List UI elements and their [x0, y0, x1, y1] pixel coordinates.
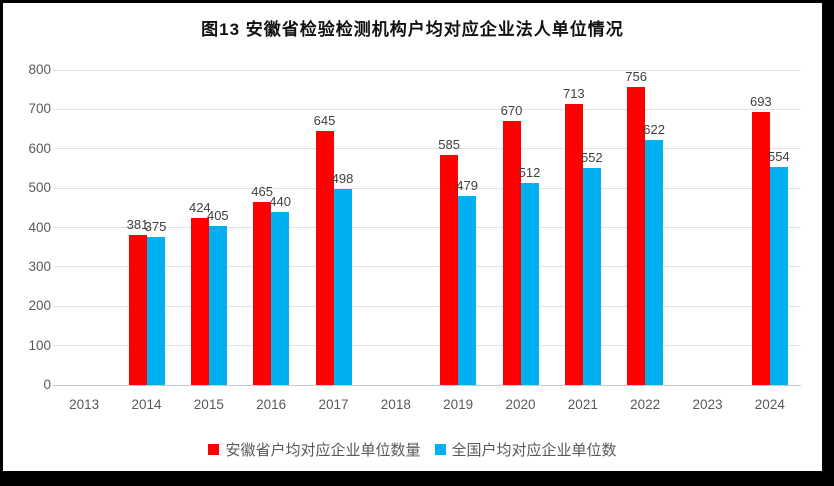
chart-title: 图13 安徽省检验检测机构户均对应企业法人单位情况 [201, 20, 624, 39]
bar-national-2022 [645, 140, 664, 385]
chart-canvas: 图13 安徽省检验检测机构户均对应企业法人单位情况 0 100 200 300 400 5… [3, 3, 822, 471]
bar-anhui-2020 [502, 121, 521, 385]
y-tick-label: 0 [43, 377, 51, 392]
data-label-anhui-2020: 670 [500, 103, 523, 119]
gridline [53, 305, 801, 307]
y-tick-label: 300 [28, 258, 51, 274]
bar-anhui-2021 [564, 104, 583, 385]
data-label-national-2015: 405 [206, 207, 229, 223]
bar-national-2024 [769, 166, 788, 385]
data-label-national-2016: 440 [269, 193, 291, 209]
gridline [53, 108, 801, 110]
x-tick-label: 2018 [380, 397, 411, 412]
bar-anhui-2015 [190, 218, 209, 385]
legend-label-anhui: 安徽省户均对应企业单位数量 [225, 442, 421, 459]
data-label-national-2022: 622 [643, 122, 665, 138]
bar-anhui-2019 [440, 154, 459, 385]
x-tick-label: 2017 [318, 397, 349, 412]
bar-national-2016 [271, 211, 290, 385]
data-label-national-2014: 375 [144, 219, 167, 235]
legend: 安徽省户均对应企业单位数量 全国户均对应企业单位数 [3, 439, 822, 460]
y-tick-label: 600 [28, 140, 51, 156]
y-tick-label: 100 [28, 337, 51, 353]
bar-anhui-2024 [751, 112, 770, 385]
x-tick-label: 2015 [193, 397, 224, 412]
x-tick-label: 2021 [567, 397, 598, 412]
data-label-national-2024: 554 [767, 148, 790, 164]
x-tick-label: 2016 [256, 397, 287, 412]
gridline [53, 187, 801, 189]
gridline [53, 148, 801, 150]
data-label-national-2021: 552 [580, 149, 603, 165]
data-label-anhui-2019: 585 [438, 136, 460, 152]
bar-anhui-2017 [315, 131, 334, 385]
data-label-anhui-2021: 713 [562, 86, 585, 102]
bar-anhui-2022 [627, 87, 646, 385]
bar-national-2014 [146, 237, 165, 385]
gridline [53, 227, 801, 228]
y-axis: 0 100 200 300 400 500 600 700 800 [7, 62, 51, 392]
data-label-national-2017: 498 [331, 170, 354, 186]
legend-swatch-blue-icon [434, 444, 446, 455]
x-tick-label: 2023 [692, 397, 723, 412]
plot-area: 381 424 465 645 585 670 713 756 693 375 405 440 498 4… [53, 69, 801, 386]
gridline [53, 69, 801, 71]
bar-national-2021 [582, 167, 601, 385]
data-label-anhui-2024: 693 [749, 94, 772, 110]
bar-anhui-2014 [128, 234, 147, 385]
data-label-anhui-2017: 645 [313, 113, 336, 129]
data-label-anhui-2016: 465 [251, 183, 273, 199]
legend-swatch-red-icon [208, 444, 220, 455]
x-tick-label: 2019 [443, 397, 474, 412]
bar-national-2019 [458, 196, 477, 385]
y-tick-label: 500 [28, 180, 51, 196]
x-tick-label: 2024 [754, 397, 785, 412]
data-label-national-2020: 512 [518, 165, 541, 181]
data-label-anhui-2015: 424 [188, 200, 211, 216]
x-tick-label: 2014 [131, 397, 162, 412]
data-label-anhui-2014: 381 [126, 216, 149, 232]
bar-anhui-2016 [253, 201, 272, 385]
bar-national-2015 [208, 225, 227, 385]
y-tick-label: 800 [28, 62, 51, 77]
y-tick-label: 400 [28, 219, 51, 235]
gridline [53, 345, 801, 347]
x-tick-label: 2013 [69, 397, 100, 412]
data-label-national-2019: 479 [456, 178, 478, 194]
y-tick-label: 200 [28, 298, 51, 314]
data-label-anhui-2022: 756 [625, 69, 647, 85]
y-tick-label: 700 [28, 101, 51, 117]
x-tick-label: 2022 [630, 397, 661, 412]
bar-national-2020 [520, 183, 539, 385]
gridline [53, 266, 801, 268]
legend-item-anhui: 安徽省户均对应企业单位数量 [208, 439, 421, 460]
legend-label-national: 全国户均对应企业单位数 [451, 442, 617, 459]
x-axis-line [53, 385, 801, 386]
x-tick-label: 2020 [505, 397, 536, 412]
bar-national-2017 [333, 188, 352, 385]
x-axis: 2013 2014 2015 2016 2017 2018 2019 2020 2021 2022… [53, 397, 801, 415]
legend-item-national: 全国户均对应企业单位数 [434, 439, 617, 460]
